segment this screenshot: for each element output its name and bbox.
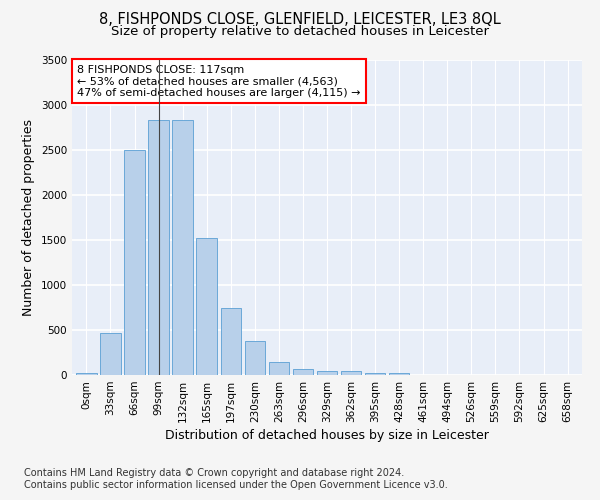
Bar — [389, 373, 409, 375]
Bar — [124, 150, 145, 375]
Bar — [196, 238, 217, 375]
Bar — [76, 373, 97, 375]
Bar — [317, 372, 337, 375]
Text: Contains public sector information licensed under the Open Government Licence v3: Contains public sector information licen… — [24, 480, 448, 490]
Bar — [269, 362, 289, 375]
Text: Size of property relative to detached houses in Leicester: Size of property relative to detached ho… — [111, 25, 489, 38]
Text: 8, FISHPONDS CLOSE, GLENFIELD, LEICESTER, LE3 8QL: 8, FISHPONDS CLOSE, GLENFIELD, LEICESTER… — [99, 12, 501, 28]
Text: Contains HM Land Registry data © Crown copyright and database right 2024.: Contains HM Land Registry data © Crown c… — [24, 468, 404, 477]
Bar — [293, 368, 313, 375]
Bar — [245, 341, 265, 375]
Bar — [221, 308, 241, 375]
Bar — [148, 120, 169, 375]
Bar — [341, 370, 361, 375]
Y-axis label: Number of detached properties: Number of detached properties — [22, 119, 35, 316]
Bar — [172, 120, 193, 375]
Bar — [100, 332, 121, 375]
X-axis label: Distribution of detached houses by size in Leicester: Distribution of detached houses by size … — [165, 429, 489, 442]
Text: 8 FISHPONDS CLOSE: 117sqm
← 53% of detached houses are smaller (4,563)
47% of se: 8 FISHPONDS CLOSE: 117sqm ← 53% of detac… — [77, 64, 361, 98]
Bar — [365, 373, 385, 375]
